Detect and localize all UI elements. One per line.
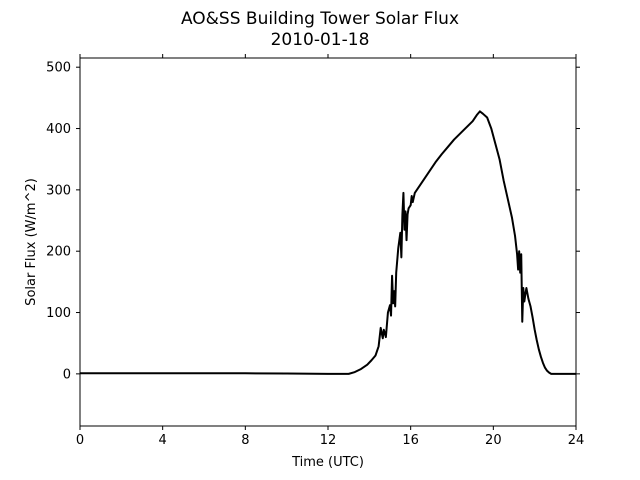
x-tick-label: 8: [241, 433, 249, 448]
y-tick-label: 300: [46, 183, 71, 198]
y-tick-label: 100: [46, 306, 71, 321]
y-tick-label: 200: [46, 245, 71, 260]
chart-title: AO&SS Building Tower Solar Flux: [181, 9, 459, 29]
y-tick-label: 500: [46, 61, 71, 76]
x-axis-label: Time (UTC): [291, 455, 364, 470]
x-tick-label: 0: [76, 433, 84, 448]
axis-ticks: [76, 54, 580, 430]
x-tick-label: 4: [159, 433, 167, 448]
axis-tick-labels: 0 4 8 12 16 20 24 0 100 200 300 400 500: [46, 61, 584, 448]
y-axis-label: Solar Flux (W/m^2): [24, 178, 39, 306]
x-tick-label: 12: [320, 433, 337, 448]
series-line-solar-flux: [80, 110, 576, 375]
x-tick-label: 24: [568, 433, 585, 448]
y-tick-label: 400: [46, 122, 71, 137]
chart-subtitle: 2010-01-18: [271, 30, 370, 50]
y-tick-label: 0: [63, 367, 71, 382]
x-tick-label: 16: [402, 433, 419, 448]
x-tick-label: 20: [485, 433, 502, 448]
